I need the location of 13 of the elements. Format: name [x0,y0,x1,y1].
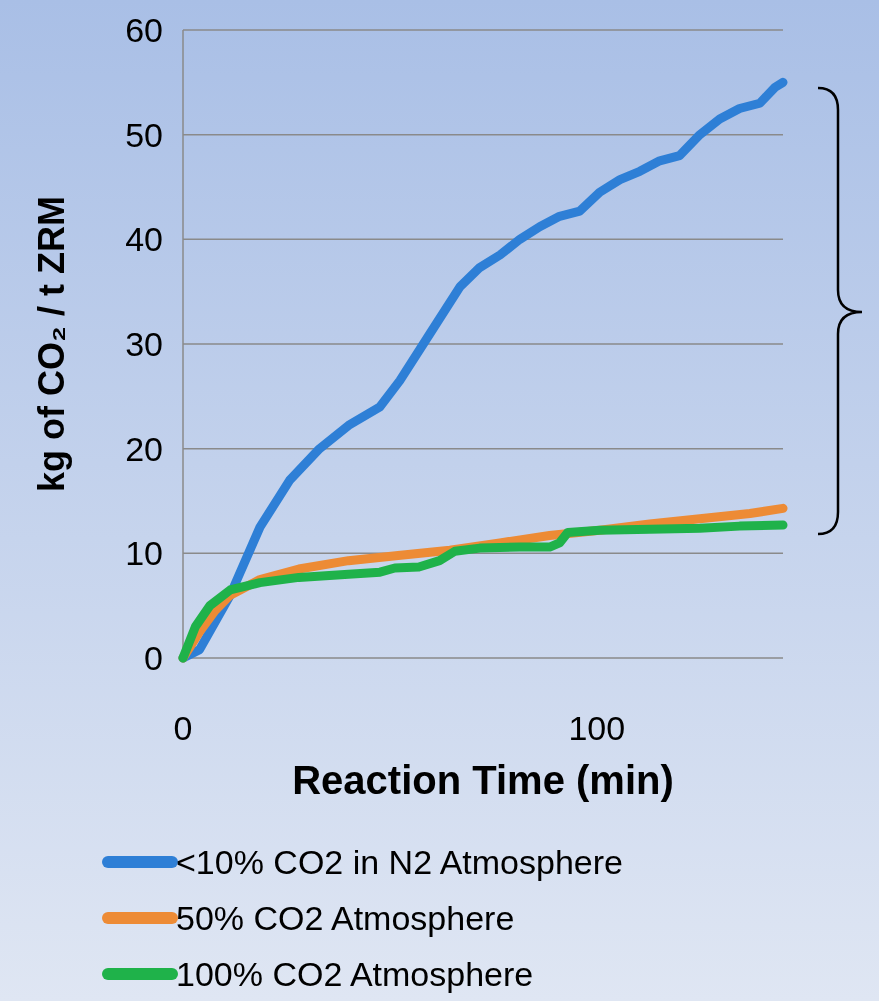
x-tick-label: 100 [568,709,626,747]
legend-label: <10% CO2 in N2 Atmosphere [176,843,623,881]
y-tick-label: 50 [125,115,163,154]
y-axis-title: kg of CO₂ / t ZRM [31,196,72,492]
y-tick-label: 30 [125,325,163,363]
y-tick-label: 10 [125,534,163,573]
y-tick-label: 40 [125,220,163,259]
x-axis-title: Reaction Time (min) [292,758,674,802]
y-tick-label: 60 [125,11,163,49]
y-tick-label: 20 [125,429,163,468]
legend-label: 50% CO2 Atmosphere [176,899,515,937]
y-tick-label: 0 [144,639,163,677]
legend-label: 100% CO2 Atmosphere [176,955,534,993]
